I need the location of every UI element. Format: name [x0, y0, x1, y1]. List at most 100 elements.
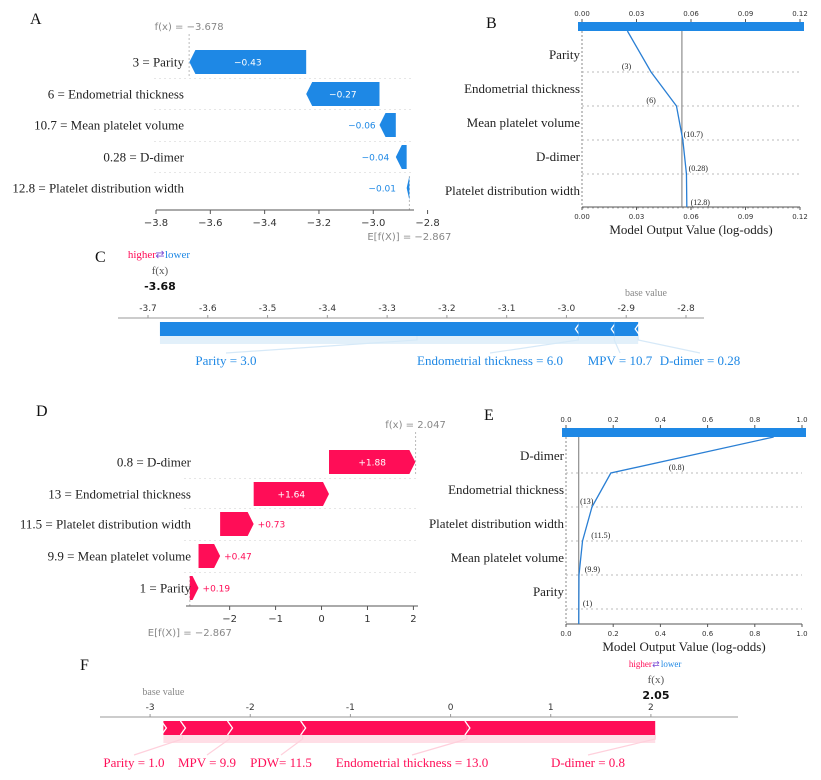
top-tick-label: 0.00 — [574, 10, 590, 18]
feature-label: 6 = Endometrial thickness — [48, 87, 184, 102]
lower-label: lower — [661, 659, 682, 669]
label-connector — [637, 336, 701, 354]
feature-value-label: (0.28) — [689, 164, 709, 173]
panel-label-b: B — [486, 15, 497, 32]
feature-label: Mean platelet volume — [451, 550, 565, 565]
segment-divider — [179, 720, 187, 736]
bar-value-label: +0.19 — [203, 585, 231, 595]
bar-value-label: −0.06 — [348, 122, 376, 132]
x-tick-label: −3.0 — [361, 218, 385, 229]
feature-value-label: (1) — [583, 599, 593, 608]
feature-label: Platelet distribution width — [429, 516, 565, 531]
base-value-label: base value — [625, 288, 667, 299]
x-tick-label: 0.12 — [792, 213, 808, 221]
force-plot-f: higher ⇄ lower f(x) 2.05 base value -3 -2 -1 0 1 2 P… — [100, 659, 738, 770]
x-tick-label: 0.2 — [608, 630, 619, 638]
top-tick-label: 0.8 — [749, 416, 760, 424]
force-shadow — [163, 735, 656, 743]
top-tick-label: 0.06 — [683, 10, 699, 18]
panel-label-a: A — [30, 11, 42, 28]
x-tick-label: -3.3 — [378, 304, 396, 314]
x-tick-label: 0.0 — [560, 630, 571, 638]
top-tick-label: 0.0 — [560, 416, 571, 424]
feature-label: 11.5 = Platelet distribution width — [20, 517, 192, 532]
feature-value-label: (6) — [646, 96, 656, 105]
x-tick-label: −3.8 — [144, 218, 168, 229]
bar-value-label: +1.88 — [358, 459, 386, 469]
feature-value-label: (10.7) — [684, 130, 704, 139]
base-label: E[f(X)] = −2.867 — [148, 628, 232, 639]
base-value-label: base value — [142, 687, 184, 698]
feature-value-label: (0.8) — [669, 463, 685, 472]
force-segment — [163, 721, 183, 735]
bar-value-label: +0.73 — [258, 521, 286, 531]
waterfall-bar — [406, 176, 410, 200]
waterfall-bar — [329, 450, 416, 474]
force-segment — [578, 322, 615, 336]
fx-value: -3.68 — [144, 280, 176, 293]
decision-plot-b: 0.00 0.03 0.06 0.09 0.12 Parity Endometrial th… — [445, 10, 808, 237]
x-tick-label: -3.4 — [319, 304, 337, 314]
higher-label: higher — [629, 659, 652, 669]
feature-label: D-dimer — [520, 448, 565, 463]
x-tick-label: -2.9 — [617, 304, 635, 314]
x-tick-label: 0.4 — [655, 630, 667, 638]
feature-label: 9.9 = Mean platelet volume — [48, 549, 192, 564]
waterfall-bar — [220, 512, 254, 536]
segment-label: D-dimer = 0.8 — [551, 755, 625, 770]
segment-label: MPV = 10.7 — [588, 353, 653, 368]
feature-label: 12.8 = Platelet distribution width — [12, 181, 184, 196]
x-tick-label: -1 — [346, 703, 355, 713]
x-tick-label: 2 — [648, 703, 654, 713]
waterfall-bar — [189, 50, 307, 74]
x-tick-label: -3.7 — [139, 304, 157, 314]
x-tick-label: −3.2 — [307, 218, 331, 229]
x-tick-label: 0.6 — [702, 630, 714, 638]
x-tick-label: -3.2 — [438, 304, 456, 314]
feature-label: 10.7 = Mean platelet volume — [34, 118, 184, 133]
segment-label: Parity = 1.0 — [103, 755, 164, 770]
x-tick-label: -2 — [246, 703, 255, 713]
feature-label: 0.8 = D-dimer — [117, 455, 192, 470]
segment-label: PDW= 11.5 — [250, 755, 312, 770]
decision-plot-e: 0.0 0.2 0.4 0.6 0.8 1.0 D-dimer Endometrial thi… — [429, 416, 808, 654]
arrows-icon: ⇄ — [155, 248, 164, 261]
segment-label: Endometrial thickness = 6.0 — [417, 353, 563, 368]
decision-path — [626, 30, 688, 208]
top-tick-label: 0.2 — [608, 416, 619, 424]
feature-label: Endometrial thickness — [448, 482, 564, 497]
top-tick-label: 1.0 — [796, 416, 807, 424]
fx-label: f(x) = 2.047 — [385, 420, 446, 431]
waterfall-bar — [306, 82, 380, 106]
bar-value-label: −0.01 — [368, 185, 396, 195]
bar-value-label: +1.64 — [278, 491, 306, 501]
panel-label-c: C — [95, 249, 106, 266]
feature-label: Mean platelet volume — [467, 115, 581, 130]
x-tick-label: 0 — [318, 614, 324, 625]
top-tick-label: 0.4 — [655, 416, 667, 424]
colorbar — [578, 22, 804, 31]
feature-value-label: (11.5) — [591, 531, 610, 540]
lower-label: lower — [165, 249, 190, 261]
bar-value-label: −0.27 — [329, 91, 357, 101]
segment-divider — [160, 720, 168, 736]
x-tick-label: −3.4 — [252, 218, 276, 229]
force-segment — [302, 721, 467, 735]
force-segment — [229, 721, 303, 735]
feature-label: Endometrial thickness — [464, 81, 580, 96]
segment-label: Endometrial thickness = 13.0 — [336, 755, 488, 770]
waterfall-bar — [253, 482, 330, 506]
x-tick-label: −3.6 — [198, 218, 222, 229]
x-tick-label: -3 — [146, 703, 155, 713]
fx-title: f(x) — [648, 674, 665, 686]
fx-title: f(x) — [152, 265, 169, 277]
force-segment — [466, 721, 656, 735]
force-segment — [159, 322, 417, 336]
top-tick-label: 0.09 — [738, 10, 754, 18]
x-tick-label: 0.09 — [738, 213, 754, 221]
segment-divider — [226, 720, 234, 736]
decision-path — [578, 436, 774, 625]
bar-value-label: +0.47 — [224, 553, 252, 563]
x-tick-label: 0 — [448, 703, 454, 713]
feature-label: Parity — [533, 584, 565, 599]
